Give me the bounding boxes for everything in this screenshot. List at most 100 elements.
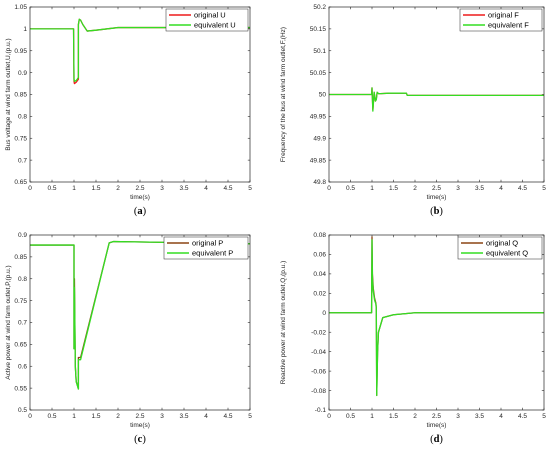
y-tick-label: 49.85 — [310, 157, 327, 164]
y-tick-label: 0.65 — [14, 342, 27, 349]
y-tick-label: 0.9 — [18, 70, 27, 77]
legend-label: original U — [194, 11, 226, 20]
x-tick-label: 1.5 — [389, 185, 398, 192]
legend-label: original F — [488, 11, 519, 20]
x-tick-label: 0 — [327, 185, 331, 192]
y-tick-label: 0.9 — [18, 232, 27, 239]
x-tick-label: 2.5 — [135, 413, 144, 420]
y-tick-label: 0.04 — [313, 271, 326, 278]
x-tick-label: 3.5 — [475, 413, 484, 420]
y-tick-label: 0.7 — [18, 157, 27, 164]
chart-c-svg: 0 0.5 1 1.5 2 2.5 3 3.5 4 4.5 50.50.550.60.650.70.… — [5, 232, 252, 445]
chart-b-svg: 0 0.5 1 1.5 2 2.5 3 3.5 4 4.5 5 49.8 49.85 49.9 49.95 5… — [280, 4, 546, 217]
x-tick-label: 3 — [456, 413, 460, 420]
y-tick-label: 49.8 — [313, 179, 326, 186]
chart-a-svg: 0 0.5 1 1.5 2 2.5 3 3.5 4 4.5 5 0.65 0.7 0.75 0.8 0.85 0… — [5, 4, 252, 217]
x-axis-label: time(s) — [427, 194, 447, 201]
x-tick-label: 0.5 — [47, 185, 56, 192]
x-tick-label: 4 — [499, 413, 503, 420]
panel-caption: (d) — [430, 434, 443, 445]
axes-box — [29, 6, 251, 183]
y-tick-label: 0.85 — [14, 254, 27, 261]
y-axis-label: Frequency of the bus at wind farm outlet… — [280, 27, 287, 162]
x-tick-label: 1.5 — [389, 413, 398, 420]
x-tick-label: 4 — [204, 413, 208, 420]
y-tick-label: -0.1 — [315, 407, 327, 414]
x-axis-label: time(s) — [130, 194, 150, 201]
x-tick-label: 4.5 — [518, 413, 527, 420]
legend-label: equivalent F — [488, 21, 529, 30]
y-tick-label: -0.04 — [311, 349, 326, 356]
y-tick-label: 0 — [322, 310, 326, 317]
y-tick-label: -0.02 — [311, 329, 326, 336]
panel-c: 0 0.5 1 1.5 2 2.5 3 3.5 4 4.5 5 0.5 0.55 0.6 0.65 0.7 0.… — [0, 226, 275, 453]
x-tick-label: 2 — [116, 185, 120, 192]
series-line-equivalent-p — [30, 240, 250, 390]
x-tick-label: 4 — [499, 185, 503, 192]
panel-a: 0 0.5 1 1.5 2 2.5 3 3.5 4 4.5 5 0.65 0.7 0.75 0.8 0.85 0… — [0, 0, 275, 226]
x-tick-label: 4 — [204, 185, 208, 192]
x-tick-label: 2.5 — [432, 413, 441, 420]
x-tick-label: 4.5 — [223, 413, 232, 420]
x-tick-label: 0 — [327, 413, 331, 420]
x-tick-label: 0 — [28, 185, 32, 192]
y-tick-label: 0.75 — [14, 298, 27, 305]
panel-caption: (c) — [134, 434, 146, 445]
legend-label: equivalent U — [194, 21, 236, 30]
legend-label: original Q — [486, 239, 518, 248]
legend-label: equivalent Q — [486, 249, 528, 258]
series-line-equivalent-q — [329, 239, 544, 397]
y-tick-label: 0.95 — [14, 48, 27, 55]
y-tick-label: 49.9 — [313, 135, 326, 142]
x-tick-label: 2 — [413, 413, 417, 420]
x-tick-label: 0.5 — [47, 413, 56, 420]
y-tick-label: 0.6 — [18, 363, 27, 370]
x-tick-label: 2.5 — [135, 185, 144, 192]
x-tick-label: 0.5 — [346, 413, 355, 420]
legend-label: original P — [192, 239, 223, 248]
y-tick-label: 0.75 — [14, 135, 27, 142]
series-line-equivalent-u — [30, 18, 250, 83]
y-axis-label: Reactive power at wind farm outlet,Q,(p.… — [280, 261, 287, 385]
y-tick-label: 0.08 — [313, 232, 326, 239]
axes-box — [29, 234, 251, 411]
y-tick-label: 0.8 — [18, 114, 27, 121]
x-tick-label: 4.5 — [518, 185, 527, 192]
y-tick-label: 0.65 — [14, 179, 27, 186]
y-axis-label: Bus voltage at wind farm outlet,U,(p.u.) — [5, 38, 12, 150]
y-tick-label: 0.55 — [14, 385, 27, 392]
chart-d-svg: 0 0.5 1 1.5 2 2.5 3 3.5 4 4.5 5 -0.1 -0.08 -0.06 -0.04… — [280, 232, 546, 445]
x-tick-label: 1 — [370, 185, 374, 192]
legend-label: equivalent P — [192, 249, 233, 258]
x-tick-label: 5 — [248, 413, 252, 420]
y-tick-label: 50.15 — [310, 26, 327, 33]
y-tick-label: 0.02 — [313, 291, 326, 298]
x-axis-label: time(s) — [130, 422, 150, 429]
y-tick-label: -0.06 — [311, 368, 326, 375]
y-tick-label: 1 — [23, 26, 27, 33]
x-tick-label: 5 — [542, 413, 546, 420]
y-tick-label: 0.85 — [14, 92, 27, 99]
axes-box — [328, 6, 545, 183]
panel-caption: (b) — [430, 206, 443, 217]
plot-area — [30, 235, 250, 410]
x-tick-label: 3 — [456, 185, 460, 192]
x-axis-label: time(s) — [427, 422, 447, 429]
x-tick-label: 3.5 — [475, 185, 484, 192]
y-tick-label: 50.05 — [310, 70, 327, 77]
x-tick-label: 0.5 — [346, 185, 355, 192]
x-tick-label: 2 — [116, 413, 120, 420]
plot-area — [329, 235, 544, 410]
y-tick-label: 0.8 — [18, 276, 27, 283]
x-tick-label: 4.5 — [223, 185, 232, 192]
series-line-equivalent-f — [329, 87, 544, 112]
y-tick-label: -0.08 — [311, 388, 326, 395]
x-tick-label: 1.5 — [91, 185, 100, 192]
x-tick-label: 5 — [542, 185, 546, 192]
plot-area — [30, 7, 250, 182]
